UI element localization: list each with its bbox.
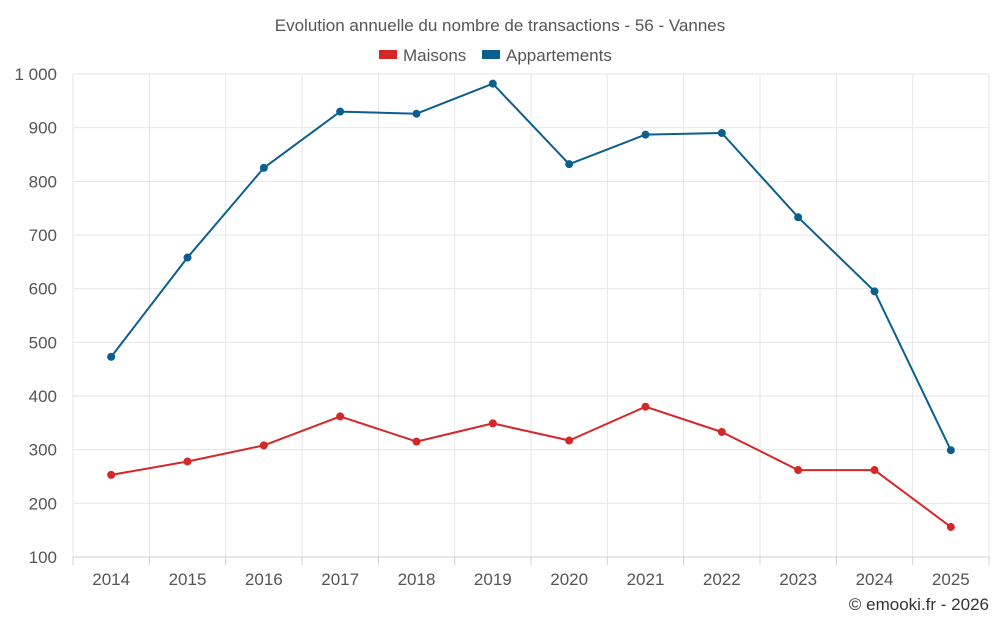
data-point-maisons <box>641 402 650 411</box>
data-point-maisons <box>717 427 726 436</box>
series-line-maisons <box>111 405 952 528</box>
series-appartements <box>107 79 955 455</box>
x-axis-ticks: 2014 2015 2016 2017 2018 2019 2020 2021 2022 2023… <box>72 557 990 589</box>
y-tick-label: 600 <box>29 280 57 299</box>
data-point-appartements <box>946 446 955 455</box>
y-tick-label: 1 000 <box>14 65 57 84</box>
y-tick-label: 500 <box>29 333 57 352</box>
y-tick-label: 200 <box>29 494 57 513</box>
data-point-maisons <box>794 466 803 475</box>
chart-title: Evolution annuelle du nombre de transact… <box>275 16 725 35</box>
data-point-appartements <box>412 109 421 118</box>
y-tick-label: 800 <box>29 172 57 191</box>
data-point-maisons <box>565 436 574 445</box>
x-tick-label: 2022 <box>703 570 741 589</box>
data-point-maisons <box>336 412 345 421</box>
legend-label-maisons: Maisons <box>403 46 466 65</box>
data-point-appartements <box>183 253 192 262</box>
data-point-maisons <box>107 470 116 479</box>
x-tick-label: 2021 <box>627 570 665 589</box>
data-point-appartements <box>488 79 497 88</box>
x-tick-label: 2018 <box>398 570 436 589</box>
x-tick-label: 2015 <box>169 570 207 589</box>
data-point-appartements <box>870 287 879 296</box>
grid <box>72 73 990 557</box>
x-tick-label: 2017 <box>321 570 359 589</box>
y-tick-label: 100 <box>29 548 57 567</box>
legend-item-maisons[interactable]: Maisons <box>379 46 466 65</box>
y-tick-label: 300 <box>29 441 57 460</box>
data-point-appartements <box>259 163 268 172</box>
data-point-maisons <box>412 437 421 446</box>
data-point-appartements <box>107 352 116 361</box>
data-point-appartements <box>794 213 803 222</box>
x-tick-label: 2014 <box>92 570 130 589</box>
series-maisons <box>107 402 955 531</box>
data-point-appartements <box>336 107 345 116</box>
legend: Maisons Appartements <box>379 46 612 65</box>
y-tick-label: 700 <box>29 226 57 245</box>
legend-swatch-maisons <box>379 50 397 59</box>
data-point-appartements <box>717 129 726 138</box>
legend-label-appartements: Appartements <box>506 46 612 65</box>
data-point-maisons <box>946 522 955 531</box>
data-point-maisons <box>183 457 192 466</box>
data-point-appartements <box>565 160 574 169</box>
x-tick-label: 2023 <box>779 570 817 589</box>
credit-text: © emooki.fr - 2026 <box>849 595 989 614</box>
data-point-appartements <box>641 130 650 139</box>
series-line-appartements <box>110 82 952 451</box>
y-axis-ticks: 100 200 300 400 500 600 700 800 900 1 000 <box>14 65 57 567</box>
x-tick-label: 2025 <box>932 570 970 589</box>
data-point-maisons <box>259 441 268 450</box>
y-tick-label: 400 <box>29 387 57 406</box>
data-point-maisons <box>488 419 497 428</box>
x-tick-label: 2016 <box>245 570 283 589</box>
x-tick-label: 2019 <box>474 570 512 589</box>
series <box>107 79 955 531</box>
legend-item-appartements[interactable]: Appartements <box>482 46 612 65</box>
legend-swatch-appartements <box>482 50 500 59</box>
y-tick-label: 900 <box>29 119 57 138</box>
data-point-maisons <box>870 466 879 475</box>
x-tick-label: 2020 <box>550 570 588 589</box>
x-tick-label: 2024 <box>856 570 894 589</box>
